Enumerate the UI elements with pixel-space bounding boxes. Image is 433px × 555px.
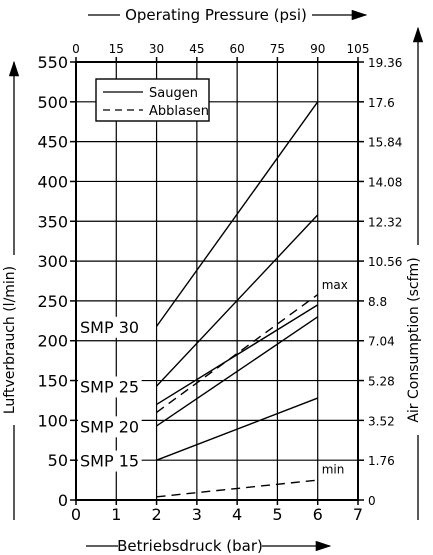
left-tick-label: 200 [37,332,68,351]
left-tick-label: 150 [37,372,68,391]
series-lines [156,101,319,498]
bottom-tick-label: 3 [192,505,202,524]
left-tick-label: 500 [37,93,68,112]
bottom-tick-label: 6 [313,505,323,524]
left-tick-label: 300 [37,252,68,271]
series-line [156,479,318,498]
right-tick-label: 1.76 [368,454,395,468]
series-label: min [322,463,345,477]
right-tick-label: 17.6 [368,96,395,110]
left-tick-label: 350 [37,212,68,231]
legend-label: Abblasen [149,104,209,119]
right-tick-label: 8.8 [368,295,387,309]
top-tick-label: 90 [310,42,325,56]
series-label-bg [78,316,142,338]
top-tick-label: 15 [109,42,124,56]
top-tick-label: 30 [149,42,164,56]
series-line [156,316,319,427]
right-tick-label: 14.08 [368,175,402,189]
axis-titles: Operating Pressure (psi) Betriebsdruck (b… [2,6,424,555]
top-tick-label: 45 [189,42,204,56]
legend: Saugen Abblasen [95,78,210,122]
series-label: SMP 25 [80,377,139,396]
plot-border [75,61,359,501]
right-axis-title: Air Consumption (scfm) [406,257,422,422]
series-label-bg [319,276,348,294]
right-tick-label: 19.36 [368,56,402,70]
right-tick-label: 0 [368,494,376,508]
top-tick-label: 60 [230,42,245,56]
series-labels: SMP 30 SMP 25 SMP 20 SMP 15 max min [78,276,348,479]
top-tick-label: 0 [72,42,80,56]
left-tick-label: 400 [37,172,68,191]
bottom-tick-label: 5 [272,505,282,524]
series-line [156,293,319,413]
right-tick-label: 10.56 [368,255,402,269]
series-label: SMP 15 [80,452,139,471]
right-tick-label: 12.32 [368,215,402,229]
left-tick-label: 0 [58,491,68,510]
legend-box [95,78,210,122]
left-tick-label: 100 [37,411,68,430]
plot-frame [70,57,364,505]
right-tick-label: 5.28 [368,375,395,389]
left-tick-label: 250 [37,292,68,311]
bottom-tick-label: 0 [71,505,81,524]
bottom-tick-label: 2 [151,505,161,524]
series-line [156,304,319,406]
series-label-bg [319,461,348,479]
series-label-bg [78,416,142,438]
left-tick-label: 550 [37,53,68,72]
series-label: SMP 30 [80,318,139,337]
series-line [156,101,319,327]
left-tick-label: 50 [48,451,68,470]
bottom-tick-label: 4 [232,505,242,524]
right-tick-label: 7.04 [368,335,395,349]
top-tick-label: 105 [347,42,370,56]
top-axis-title: Operating Pressure (psi) [125,6,307,24]
right-tick-label: 15.84 [368,136,402,150]
bottom-tick-label: 7 [353,505,363,524]
series-line [156,214,319,387]
right-tick-label: 3.52 [368,414,395,428]
tick-labels: 05010015020025030035040045050055001.763.… [37,42,402,524]
legend-label: Saugen [149,86,198,101]
series-label-bg [78,450,142,472]
top-tick-label: 75 [270,42,285,56]
bottom-axis-title: Betriebsdruck (bar) [117,537,263,555]
series-label-bg [78,376,142,398]
bottom-tick-label: 1 [111,505,121,524]
series-label: SMP 20 [80,417,139,436]
left-axis-title: Luftverbrauch (l/min) [2,266,18,414]
left-tick-label: 450 [37,133,68,152]
series-line [156,397,318,461]
series-label: max [322,278,348,292]
